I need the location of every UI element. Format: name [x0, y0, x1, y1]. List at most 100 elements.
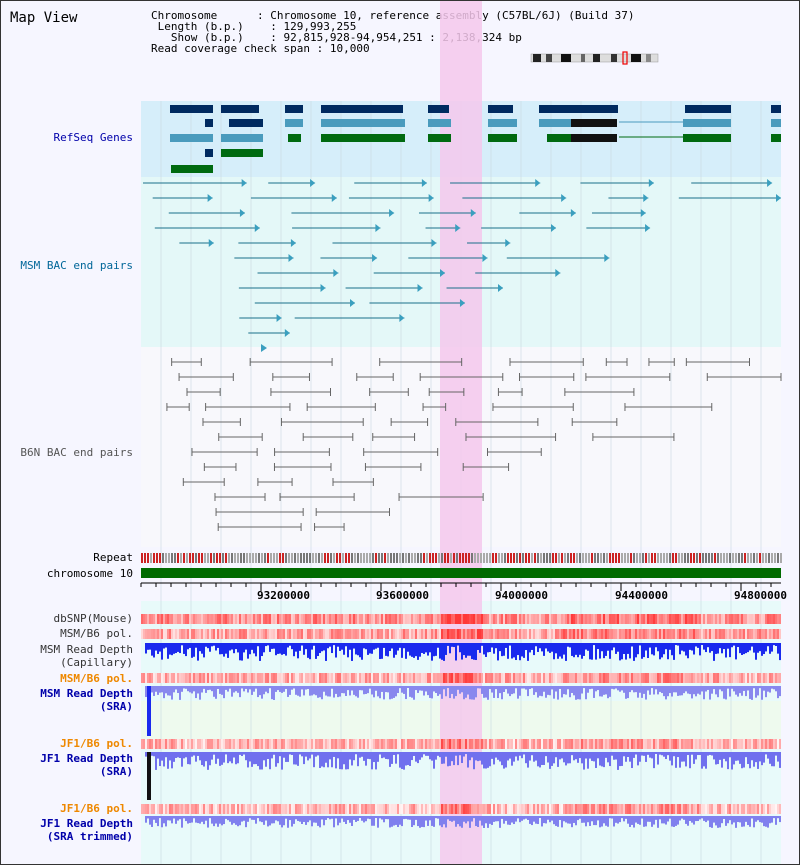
read-depth-bar [193, 643, 195, 657]
read-depth-bar [747, 643, 749, 653]
polymorphism-cell [215, 673, 217, 683]
polymorphism-cell [349, 673, 351, 683]
read-depth-bar [757, 752, 759, 769]
read-depth-bar [535, 816, 537, 824]
polymorphism-cell [211, 673, 213, 683]
repeat-element [669, 553, 671, 563]
polymorphism-cell [347, 629, 349, 639]
polymorphism-cell [163, 629, 165, 639]
read-depth-bar [711, 816, 713, 828]
read-depth-bar [569, 816, 571, 824]
read-depth-bar [315, 686, 317, 696]
read-depth-bar [277, 752, 279, 764]
polymorphism-cell [417, 804, 419, 814]
repeat-element [396, 553, 398, 563]
polymorphism-cell [267, 629, 269, 639]
polymorphism-cell [447, 673, 449, 683]
repeat-element [234, 553, 236, 563]
read-depth-bar [623, 752, 625, 757]
polymorphism-cell [537, 629, 539, 639]
repeat-element [660, 553, 662, 563]
polymorphism-cell [337, 739, 339, 749]
read-depth-bar [583, 816, 585, 823]
polymorphism-cell [607, 673, 609, 683]
polymorphism-cell [295, 629, 297, 639]
read-depth-bar [165, 643, 167, 648]
read-depth-bar [573, 643, 575, 658]
polymorphism-cell [553, 739, 555, 749]
refseq-gene [171, 165, 213, 173]
polymorphism-cell [589, 629, 591, 639]
polymorphism-cell [695, 629, 697, 639]
read-depth-bar [309, 686, 311, 696]
polymorphism-cell [397, 629, 399, 639]
read-depth-bar [279, 752, 281, 757]
read-depth-bar [685, 752, 687, 767]
length-value: 129,993,255 [283, 20, 357, 33]
polymorphism-cell [497, 804, 499, 814]
polymorphism-cell [561, 804, 563, 814]
polymorphism-cell [701, 614, 703, 624]
read-depth-bar [515, 816, 517, 822]
polymorphism-cell [503, 804, 505, 814]
repeat-element [780, 553, 782, 563]
repeat-element [348, 553, 350, 563]
read-depth-bar [775, 643, 777, 646]
polymorphism-cell [161, 629, 163, 639]
read-depth-bar [309, 816, 311, 821]
repeat-element [201, 553, 203, 563]
polymorphism-cell [189, 673, 191, 683]
read-depth-bar [571, 816, 573, 828]
polymorphism-cell [419, 629, 421, 639]
polymorphism-cell [251, 673, 253, 683]
read-depth-bar [287, 643, 289, 648]
read-depth-bar [259, 643, 261, 661]
polymorphism-cell [657, 739, 659, 749]
polymorphism-cell [575, 673, 577, 683]
read-depth-bar [553, 752, 555, 764]
polymorphism-cell [545, 614, 547, 624]
polymorphism-cell [605, 629, 607, 639]
polymorphism-cell [163, 614, 165, 624]
polymorphism-cell [307, 739, 309, 749]
read-depth-bar [189, 643, 191, 648]
msm-bac-end-marker [640, 209, 646, 217]
read-depth-bar [251, 816, 253, 820]
polymorphism-cell [311, 673, 313, 683]
read-depth-bar [643, 816, 645, 827]
read-depth-bar [731, 686, 733, 689]
polymorphism-cell [539, 804, 541, 814]
polymorphism-cell [555, 739, 557, 749]
read-depth-bar [177, 686, 179, 693]
read-depth-bar [245, 752, 247, 761]
polymorphism-cell [391, 804, 393, 814]
read-depth-bar [505, 752, 507, 768]
read-depth-bar [521, 752, 523, 759]
read-depth-bar [367, 816, 369, 819]
repeat-element [399, 553, 401, 563]
polymorphism-cell [303, 673, 305, 683]
polymorphism-cell [165, 629, 167, 639]
polymorphism-cell [143, 673, 145, 683]
read-depth-bar [733, 752, 735, 765]
polymorphism-cell [395, 804, 397, 814]
polymorphism-cell [305, 673, 307, 683]
polymorphism-cell [237, 614, 239, 624]
polymorphism-cell [615, 629, 617, 639]
read-depth-bar [471, 643, 473, 660]
polymorphism-cell [445, 673, 447, 683]
read-depth-bar [355, 752, 357, 755]
polymorphism-cell [327, 804, 329, 814]
polymorphism-cell [759, 804, 761, 814]
read-depth-bar [569, 752, 571, 764]
read-depth-bar [615, 643, 617, 654]
read-depth-bar [237, 752, 239, 764]
read-depth-bar [755, 643, 757, 660]
polymorphism-cell [755, 673, 757, 683]
polymorphism-cell [195, 739, 197, 749]
polymorphism-cell [481, 673, 483, 683]
read-depth-bar [319, 686, 321, 698]
polymorphism-cell [683, 614, 685, 624]
polymorphism-cell [217, 614, 219, 624]
